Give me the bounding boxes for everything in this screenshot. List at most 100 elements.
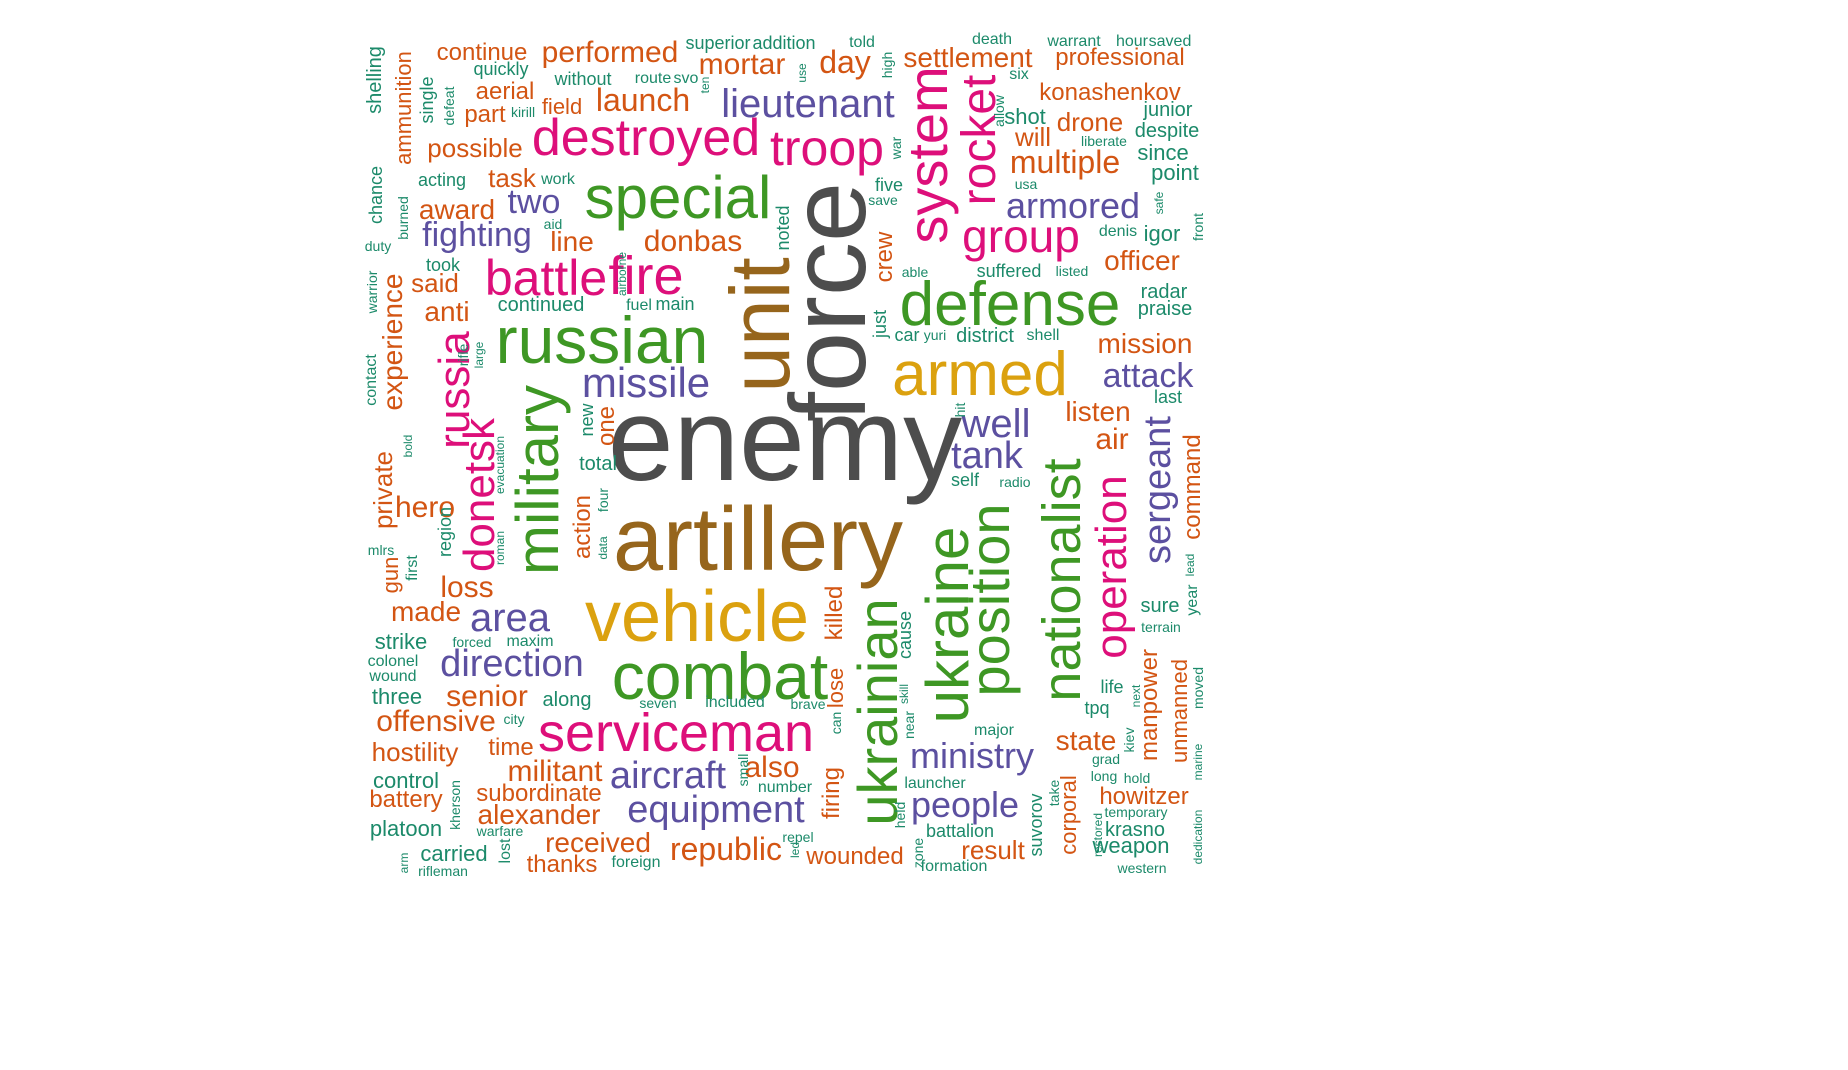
word-multiple: multiple — [1009, 144, 1121, 180]
word-held: held — [892, 801, 908, 829]
word-work: work — [541, 171, 575, 188]
word-main: main — [655, 294, 695, 314]
word-colonel: colonel — [367, 653, 419, 670]
word-near: near — [901, 710, 917, 740]
word-also: also — [744, 751, 800, 784]
word-number: number — [757, 779, 813, 796]
word-temporary: temporary — [1104, 804, 1168, 820]
word-route: route — [634, 70, 672, 87]
word-igor: igor — [1143, 221, 1181, 246]
word-region: region — [435, 506, 455, 558]
word-republic: republic — [669, 831, 783, 867]
word-position: position — [958, 503, 1021, 697]
word-award: award — [418, 194, 496, 225]
word-said: said — [411, 268, 459, 298]
word-state: state — [1055, 725, 1117, 756]
word-next: next — [1129, 684, 1143, 708]
word-mission: mission — [1097, 328, 1193, 359]
word-time: time — [488, 734, 534, 761]
word-arm: arm — [397, 852, 411, 874]
word-wounded: wounded — [806, 843, 904, 870]
word-area: area — [469, 596, 551, 640]
word-lead: lead — [1183, 553, 1197, 577]
word-destroyed: destroyed — [531, 109, 761, 167]
word-acting: acting — [417, 170, 467, 190]
word-burned: burned — [395, 196, 411, 240]
word-junior: junior — [1143, 99, 1193, 121]
word-airborne: airborne — [615, 251, 629, 297]
word-lieutenant: lieutenant — [721, 82, 895, 126]
word-howitzer: howitzer — [1099, 783, 1189, 810]
word-special: special — [584, 164, 772, 231]
word-six: six — [1009, 66, 1029, 83]
word-usa: usa — [1014, 176, 1038, 192]
word-warfare: warfare — [476, 823, 524, 839]
word-made: made — [390, 596, 462, 627]
word-continue: continue — [436, 39, 528, 66]
word-firing: firing — [818, 766, 845, 820]
word-saved: saved — [1148, 33, 1192, 50]
word-armed: armed — [892, 340, 1068, 409]
word-war: war — [888, 136, 904, 160]
word-life: life — [1100, 677, 1124, 697]
word-fighting: fighting — [422, 216, 532, 254]
word-hostility: hostility — [371, 737, 459, 767]
word-save: save — [868, 192, 898, 208]
word-people: people — [910, 784, 1020, 825]
word-crew: crew — [871, 231, 898, 283]
word-troop: troop — [770, 120, 884, 176]
word-quickly: quickly — [473, 59, 529, 79]
word-shot: shot — [1004, 104, 1046, 129]
word-one: one — [593, 405, 620, 447]
word-strike: strike — [374, 629, 428, 654]
word-received: received — [545, 827, 651, 858]
word-skill: skill — [897, 684, 911, 704]
word-part: part — [464, 101, 506, 128]
word-restored: restored — [1091, 812, 1105, 858]
word-air: air — [1095, 423, 1129, 456]
word-will: will — [1014, 122, 1052, 152]
word-death: death — [971, 31, 1013, 48]
word-kherson: kherson — [447, 780, 463, 830]
word-hero: hero — [394, 491, 456, 524]
word-launcher: launcher — [904, 775, 966, 792]
word-along: along — [542, 689, 592, 711]
word-system: system — [896, 66, 959, 244]
word-combat: combat — [611, 639, 829, 713]
word-district: district — [956, 325, 1014, 347]
word-marine: marine — [1191, 743, 1205, 781]
word-point: point — [1151, 160, 1199, 185]
word-missile: missile — [581, 359, 711, 406]
word-last: last — [1153, 387, 1183, 407]
word-contact: contact — [363, 354, 380, 406]
word-cause: cause — [895, 610, 915, 660]
word-duty: duty — [364, 238, 392, 254]
word-praise: praise — [1137, 298, 1193, 320]
word-line: line — [550, 226, 594, 257]
word-kirill: kirill — [510, 104, 536, 120]
word-chance: chance — [366, 165, 386, 225]
word-since: since — [1137, 140, 1189, 165]
word-safe: safe — [1152, 191, 1166, 215]
word-svo: svo — [673, 70, 699, 87]
word-repel: repel — [782, 829, 814, 845]
word-mlrs: mlrs — [367, 542, 395, 558]
word-single: single — [417, 76, 437, 124]
word-brave: brave — [790, 696, 826, 712]
word-sergeant: sergeant — [1137, 416, 1179, 564]
word-ministry: ministry — [910, 735, 1034, 776]
word-artillery: artillery — [612, 490, 904, 590]
word-battle: battle — [484, 250, 608, 306]
word-command: command — [1179, 434, 1206, 540]
word-terrain: terrain — [1141, 619, 1181, 635]
word-offensive: offensive — [376, 705, 496, 738]
word-mortar: mortar — [698, 48, 786, 81]
word-listed: listed — [1055, 263, 1089, 279]
word-senior: senior — [446, 680, 528, 713]
word-yuri: yuri — [923, 327, 947, 343]
word-krasno: krasno — [1104, 819, 1166, 841]
word-battery: battery — [369, 786, 443, 813]
word-control: control — [372, 768, 440, 793]
word-self: self — [950, 470, 980, 490]
word-included: included — [705, 694, 765, 711]
